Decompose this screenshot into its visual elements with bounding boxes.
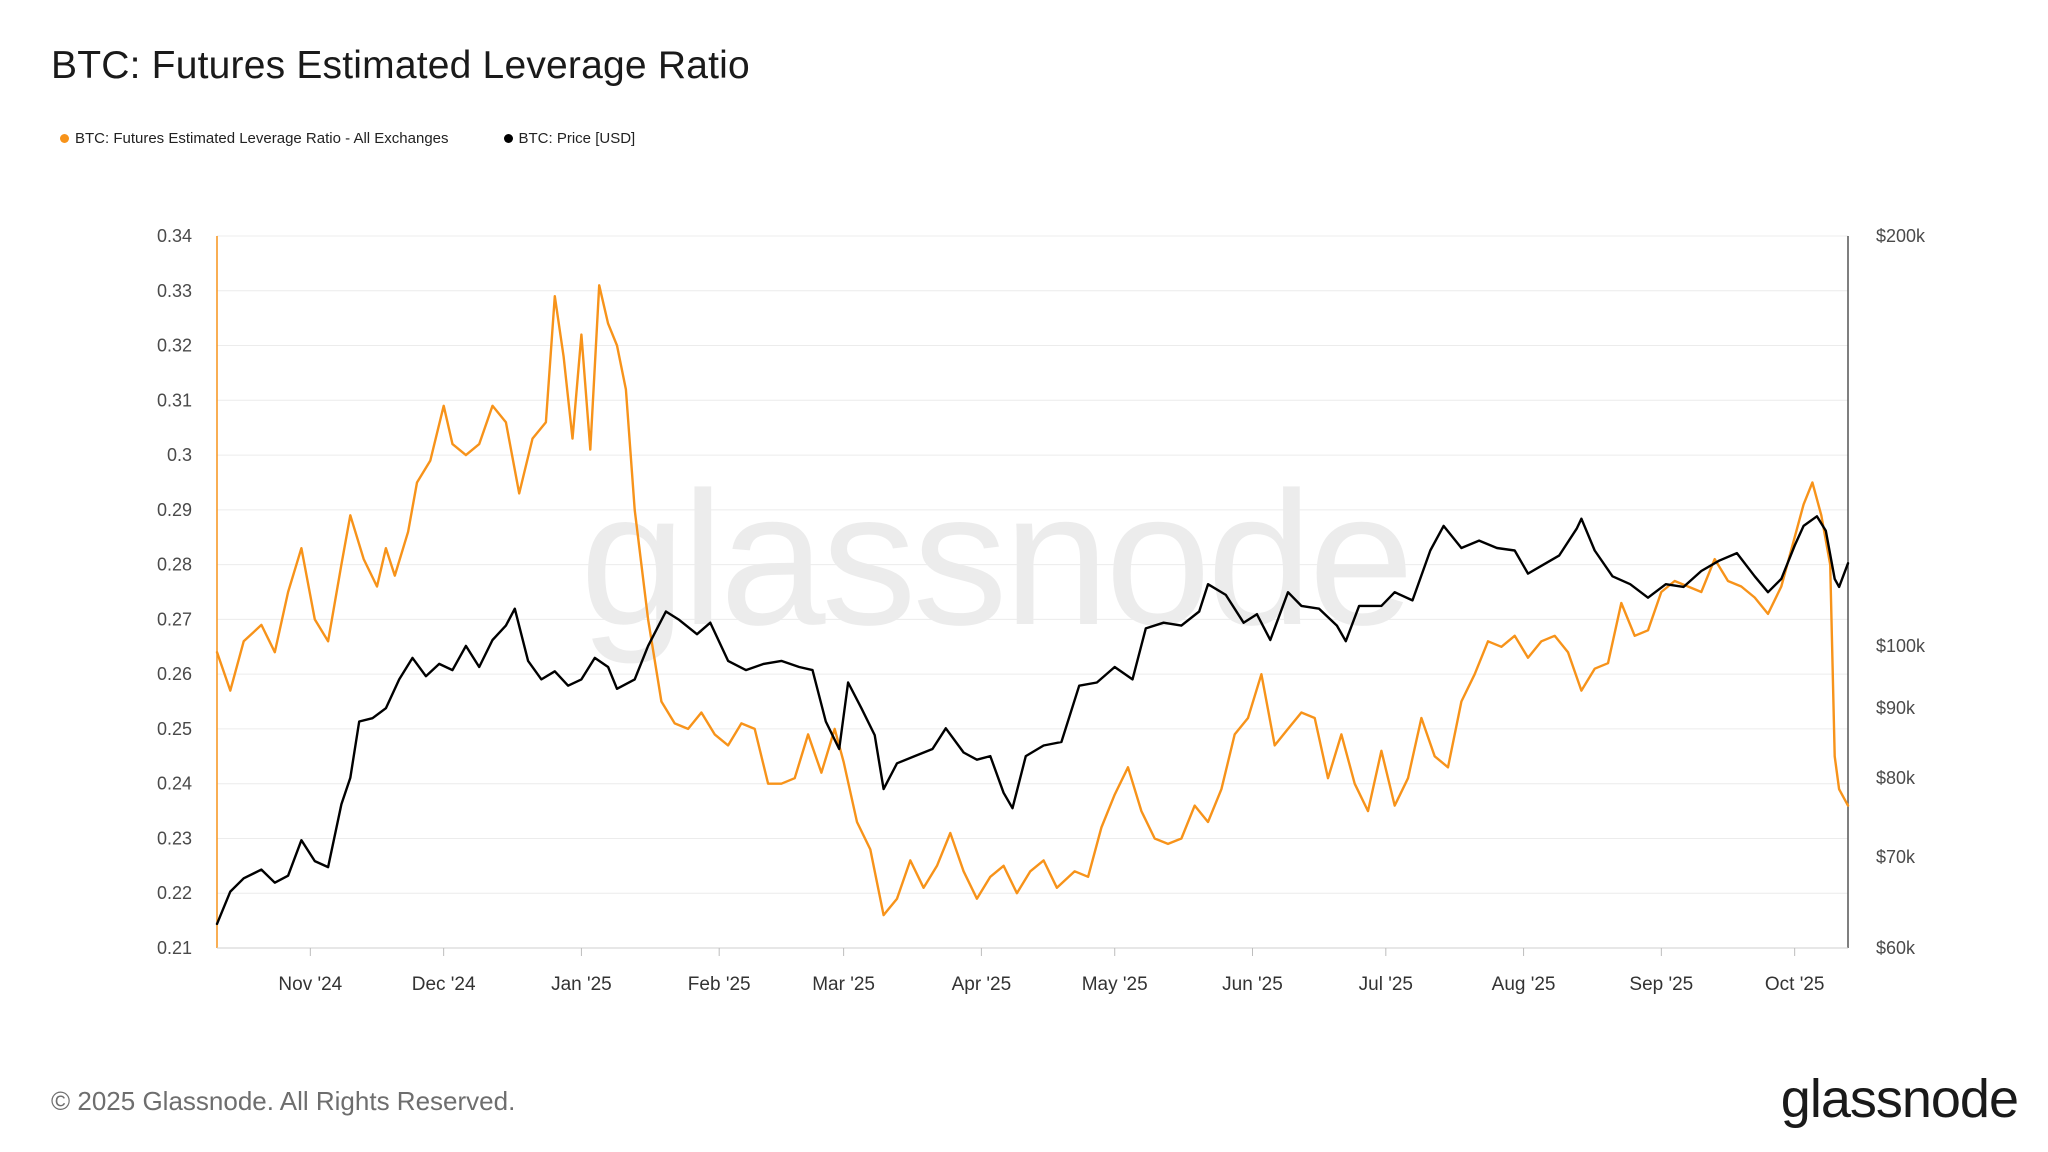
x-tick-label: Dec '24 — [412, 974, 476, 995]
legend-swatch-orange — [60, 134, 69, 143]
legend-label-leverage-ratio: BTC: Futures Estimated Leverage Ratio - … — [75, 130, 449, 147]
y-right-tick-label: $200k — [1876, 226, 1926, 246]
y-right-tick-label: $100k — [1876, 636, 1926, 656]
y-left-tick-label: 0.29 — [157, 500, 192, 520]
x-tick-label: Mar '25 — [812, 974, 875, 995]
y-left-tick-label: 0.34 — [157, 226, 192, 246]
x-tick-label: Feb '25 — [688, 974, 751, 995]
x-tick-label: Sep '25 — [1629, 974, 1693, 995]
x-tick-label: Oct '25 — [1765, 974, 1825, 995]
y-left-tick-label: 0.21 — [157, 938, 192, 958]
x-axis: Nov '24 Dec '24 Jan '25 Feb '25 Mar '25 Apr '… — [217, 947, 1848, 995]
x-tick-label: May '25 — [1082, 974, 1148, 995]
y-left-tick-label: 0.28 — [157, 555, 192, 575]
left-y-axis: 0.21 0.22 0.23 0.24 0.25 0.26 0.27 0.28 0.29 0.3 0… — [157, 226, 218, 958]
y-left-tick-label: 0.26 — [157, 664, 192, 684]
series-line-leverage-ratio — [215, 284, 1850, 917]
x-tick-label: Jul '25 — [1359, 974, 1413, 995]
legend-item-leverage-ratio[interactable]: BTC: Futures Estimated Leverage Ratio - … — [60, 130, 449, 147]
legend-label-btc-price: BTC: Price [USD] — [518, 130, 636, 147]
x-tick-label: Aug '25 — [1492, 974, 1556, 995]
glassnode-logo: glassnode — [1780, 1069, 2019, 1129]
chart-legend: BTC: Futures Estimated Leverage Ratio - … — [60, 130, 635, 147]
y-right-tick-label: $70k — [1876, 847, 1916, 867]
y-left-tick-label: 0.31 — [157, 390, 192, 410]
copyright-text: © 2025 Glassnode. All Rights Reserved. — [51, 1086, 516, 1116]
y-left-tick-label: 0.22 — [157, 883, 192, 903]
y-right-tick-label: $90k — [1876, 698, 1916, 718]
y-left-tick-label: 0.24 — [157, 774, 192, 794]
right-y-axis: $60k $70k $80k $90k $100k $200k — [1847, 226, 1926, 958]
x-tick-label: Apr '25 — [952, 974, 1012, 995]
y-left-tick-label: 0.23 — [157, 828, 192, 848]
chart-title: BTC: Futures Estimated Leverage Ratio — [51, 44, 750, 87]
y-left-tick-label: 0.33 — [157, 281, 192, 301]
y-left-tick-label: 0.27 — [157, 609, 192, 629]
series-lines — [215, 284, 1850, 926]
y-left-tick-label: 0.32 — [157, 336, 192, 356]
x-tick-label: Jun '25 — [1222, 974, 1283, 995]
y-right-tick-label: $80k — [1876, 768, 1916, 788]
legend-swatch-black — [503, 134, 513, 143]
legend-item-btc-price[interactable]: BTC: Price [USD] — [503, 130, 636, 147]
x-tick-label: Jan '25 — [551, 974, 612, 995]
grid-lines — [217, 235, 1848, 949]
x-tick-label: Nov '24 — [278, 974, 342, 995]
y-left-tick-label: 0.3 — [167, 445, 192, 465]
y-right-tick-label: $60k — [1876, 938, 1916, 958]
series-line-btc-price — [215, 515, 1850, 926]
y-left-tick-label: 0.25 — [157, 719, 192, 739]
